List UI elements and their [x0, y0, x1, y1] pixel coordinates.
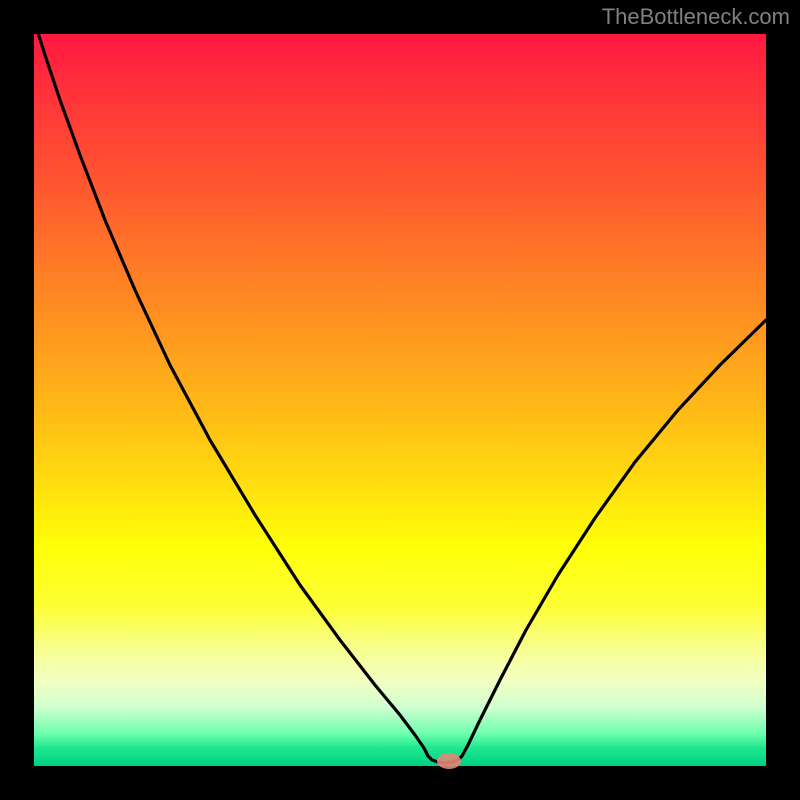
optimal-marker — [437, 753, 461, 769]
bottleneck-chart — [0, 0, 800, 800]
chart-container: { "watermark": "TheBottleneck.com", "cha… — [0, 0, 800, 800]
plot-background — [34, 34, 766, 766]
watermark-text: TheBottleneck.com — [602, 4, 790, 30]
